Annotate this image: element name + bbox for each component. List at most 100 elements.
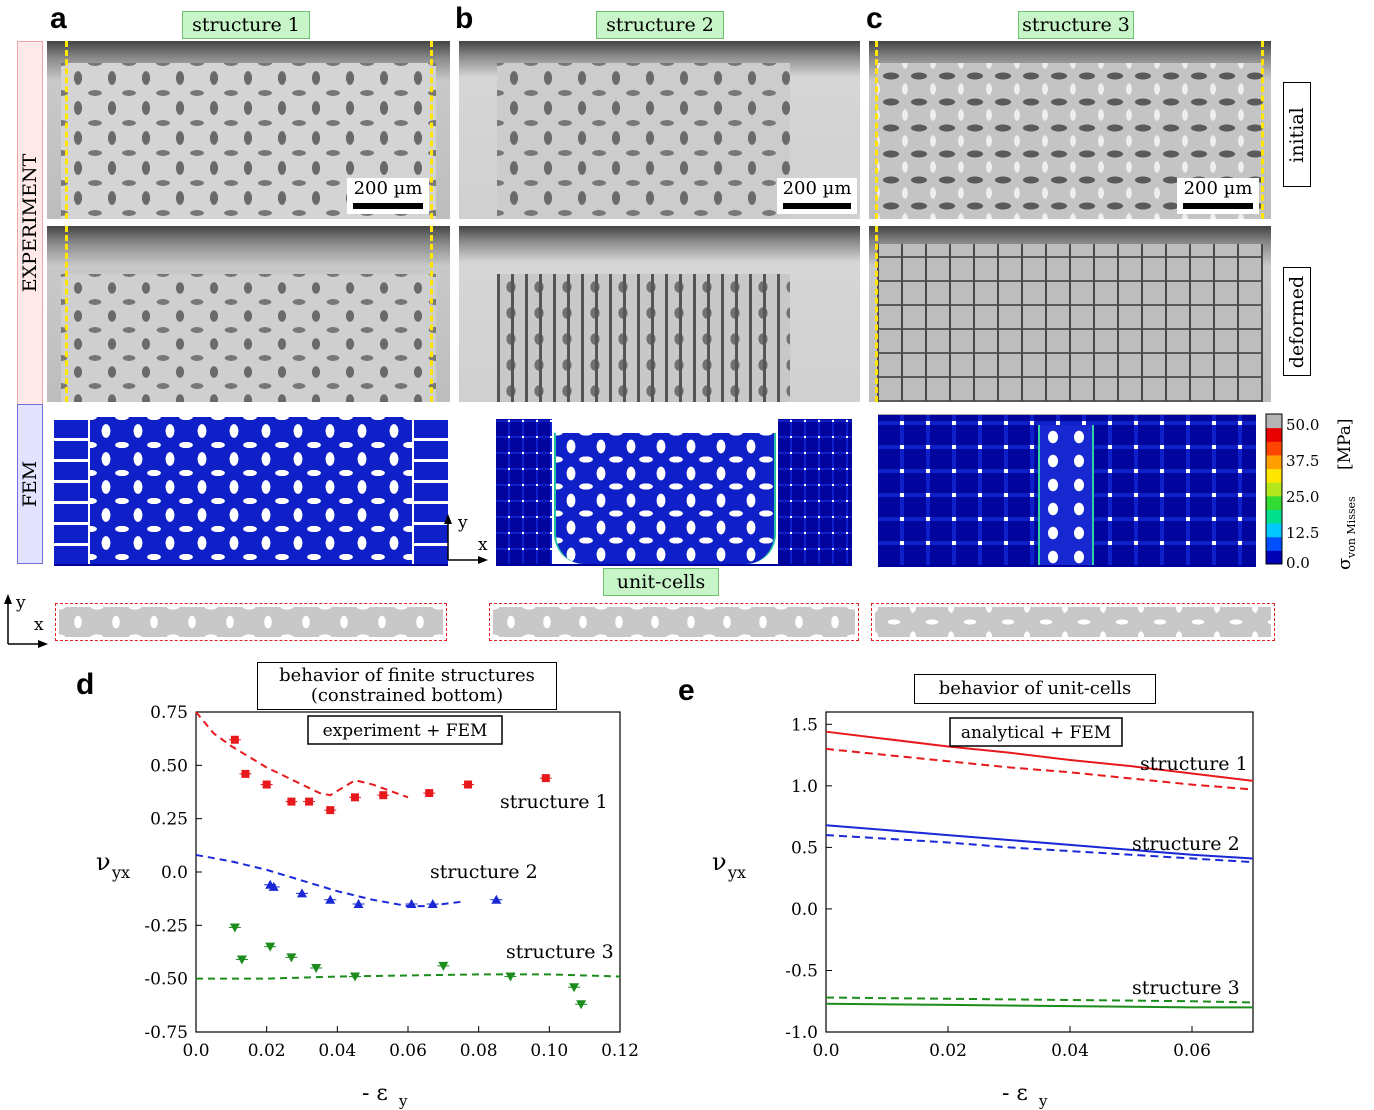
deformed-label: deformed: [1283, 267, 1311, 376]
experiment-row-label: EXPERIMENT: [17, 41, 43, 405]
series-label-structure-1: structure 1: [500, 791, 608, 813]
x-tick-label: 0.10: [530, 1041, 568, 1061]
chart-d-title-box: behavior of finite structures (constrain…: [257, 662, 557, 710]
data-point: [541, 774, 550, 783]
fem-line: [825, 834, 1254, 864]
axis-glyph-x: x: [478, 535, 488, 555]
experiment-photo-structure-3-deformed: [869, 226, 1271, 402]
unit-cells-label: unit-cells: [603, 568, 719, 596]
x-tick-label: 0.0: [812, 1041, 839, 1061]
chart-e-ylabel: ν: [712, 848, 727, 876]
experiment-photo-structure-3-initial: 200 µm: [869, 41, 1271, 219]
colorbar-cell: [1266, 427, 1282, 442]
series-label-structure-3: structure 3: [506, 941, 614, 963]
colorbar-cell: [1266, 454, 1282, 470]
y-tick-label: 0.5: [791, 838, 818, 858]
data-point: [311, 964, 322, 973]
x-tick-label: 0.06: [389, 1041, 427, 1061]
fem-line: [825, 996, 1254, 1004]
experiment-photo-structure-1-initial: 200 µm: [47, 41, 450, 219]
structure-2-label: structure 2: [596, 11, 724, 39]
colorbar-tick: 25.0: [1286, 488, 1319, 506]
fem-row-label: FEM: [17, 404, 43, 564]
series-label-structure-3: structure 3: [1132, 977, 1240, 999]
stress-colorbar: 50.0 37.5 25.0 12.5 0.0 σ von Misses [MP…: [1265, 413, 1358, 572]
data-point: [406, 899, 417, 908]
panel-letter-b: b: [455, 2, 474, 35]
colorbar-tick: 37.5: [1286, 452, 1319, 470]
chart-e-xlabel: - ε: [1002, 1081, 1028, 1106]
experiment-photo-structure-2-initial: 200 µm: [459, 41, 860, 219]
x-tick-label: 0.06: [1173, 1041, 1211, 1061]
data-point: [351, 793, 359, 802]
x-tick-label: 0.0: [182, 1041, 209, 1061]
chart-d: 0.0 0.02 0.04 0.06 0.08 0.10 0.12 0.75 0.50 0.25 0…: [96, 703, 639, 1110]
y-tick-label: -0.5: [785, 961, 818, 981]
y-tick-label: 1.0: [791, 777, 818, 797]
chart-d-annotation: experiment + FEM: [323, 721, 488, 741]
analytical-line: [825, 1002, 1253, 1009]
series-label-structure-1: structure 1: [1140, 753, 1248, 775]
experiment-photo-structure-1-deformed: [47, 226, 450, 402]
series-label-structure-2: structure 2: [1132, 833, 1240, 855]
data-point: [286, 953, 297, 963]
colorbar-frame: [1265, 413, 1283, 565]
data-point: [350, 972, 360, 982]
y-tick-label: 0.75: [150, 703, 188, 723]
data-point: [505, 972, 516, 982]
data-point: [287, 797, 296, 806]
unit-cell-strip-structure-1: [55, 603, 447, 641]
chart-d-subtitle: (constrained bottom): [310, 685, 504, 706]
data-point: [569, 983, 580, 993]
data-point: [425, 789, 434, 798]
colorbar-cell: [1266, 523, 1282, 538]
y-tick-label: 0.0: [791, 900, 818, 920]
scale-bar: 200 µm: [1177, 178, 1259, 214]
chart-d-ylabel-sub: yx: [111, 863, 130, 882]
y-tick-label: -0.75: [144, 1023, 188, 1043]
colorbar-cell: [1266, 550, 1282, 565]
unit-cell-strip-structure-3: [871, 603, 1275, 641]
colorbar-cell: [1266, 536, 1282, 551]
unit-cell-strip-structure-2: [489, 603, 859, 641]
colorbar-subscript: von Misses: [1345, 496, 1358, 559]
axis-glyph-y: y: [15, 593, 26, 613]
chart-e-ylabel-sub: yx: [727, 863, 746, 882]
data-point: [265, 942, 276, 952]
axis-glyph-x: x: [34, 615, 44, 635]
plot-frame: [195, 711, 621, 1033]
data-point: [464, 780, 473, 789]
chart-e-annotation: analytical + FEM: [961, 723, 1111, 743]
series-label-structure-2: structure 2: [430, 861, 538, 883]
colorbar-cell: [1266, 495, 1282, 510]
x-tick-label: 0.12: [601, 1041, 639, 1061]
x-tick-label: 0.04: [1051, 1041, 1089, 1061]
chart-e-title: behavior of unit-cells: [914, 674, 1156, 704]
y-tick-label: 0.50: [150, 756, 188, 776]
data-point: [262, 780, 271, 789]
initial-label: initial: [1283, 82, 1311, 187]
x-tick-label: 0.04: [318, 1041, 356, 1061]
data-point: [325, 894, 336, 904]
data-point: [491, 894, 502, 904]
colorbar-cell: [1266, 509, 1282, 524]
x-tick-label: 0.02: [248, 1041, 286, 1061]
colorbar-symbol: σ: [1334, 558, 1355, 570]
y-tick-label: -0.50: [144, 970, 188, 990]
scale-bar: 200 µm: [347, 178, 429, 214]
colorbar-cell: [1266, 414, 1282, 429]
analytical-line: [825, 730, 1254, 782]
data-point: [297, 888, 307, 898]
data-point: [268, 881, 279, 891]
chart-d-annotation-box: [307, 715, 503, 745]
fem-line: [196, 973, 621, 980]
fem-structure-3: [878, 414, 1256, 567]
panel-letter-d: d: [76, 668, 95, 701]
fem-structure-2: [496, 419, 852, 566]
chart-d-xlabel-sub: y: [398, 1092, 408, 1110]
structure-3-label: structure 3: [1018, 11, 1134, 39]
structure-1-label: structure 1: [182, 11, 310, 39]
chart-e-xlabel-sub: y: [1038, 1092, 1048, 1110]
fem-structure-1: [54, 417, 448, 566]
colorbar-tick: 0.0: [1286, 554, 1310, 572]
